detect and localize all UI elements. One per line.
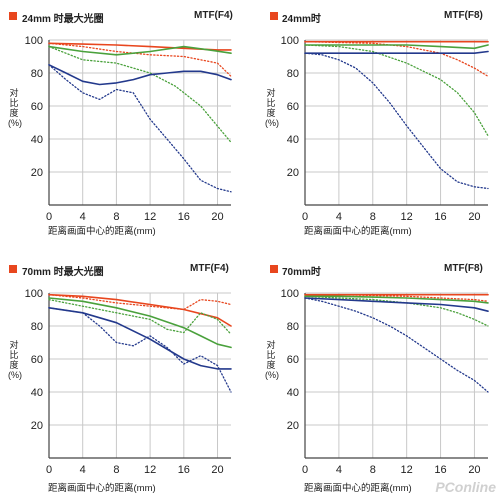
x-tick-label: 20 — [468, 211, 480, 223]
series-line-blue-dotted — [48, 307, 232, 393]
x-tick-label: 12 — [144, 464, 156, 476]
x-tick-label: 8 — [370, 211, 376, 223]
series-line-blue-solid — [304, 50, 489, 55]
mtf-panel-24mm-f4: 24mm 时最大光圈 MTF(F4) 对比度 (%) 距离画面中心的距离(mm) … — [0, 0, 250, 249]
series-line-red-solid — [48, 42, 232, 51]
y-tick-label: 40 — [287, 387, 299, 399]
series-line-blue-dotted — [48, 64, 232, 193]
x-tick-label: 8 — [370, 464, 376, 476]
x-tick-label: 0 — [46, 464, 52, 476]
chart-title: 24mm时 — [282, 14, 321, 25]
y-tick-label: 100 — [25, 35, 43, 47]
series-line-green-dotted — [304, 295, 489, 327]
mtf-aperture-label: MTF(F8) — [444, 263, 483, 274]
series-line-red-solid — [48, 293, 232, 327]
x-tick-label: 16 — [178, 211, 190, 223]
title-marker-square — [9, 12, 17, 20]
y-tick-label: 20 — [287, 167, 299, 179]
x-axis-label: 距离画面中心的距离(mm) — [304, 226, 412, 237]
mtf-aperture-label: MTF(F4) — [194, 10, 233, 21]
y-tick-label: 60 — [31, 354, 43, 366]
x-tick-label: 4 — [336, 211, 342, 223]
y-tick-label: 60 — [287, 101, 299, 113]
x-tick-label: 16 — [434, 464, 446, 476]
x-tick-label: 0 — [302, 464, 308, 476]
x-tick-label: 0 — [46, 211, 52, 223]
y-axis-label: 对比度 (%) — [265, 88, 279, 128]
x-tick-label: 12 — [401, 211, 413, 223]
x-tick-label: 4 — [80, 211, 86, 223]
x-tick-label: 20 — [468, 464, 480, 476]
x-tick-label: 4 — [80, 464, 86, 476]
x-tick-label: 12 — [144, 211, 156, 223]
mtf-plot: 20 40 60 80 100 0 4 8 12 16 20 — [281, 288, 489, 476]
x-axis-label: 距离画面中心的距离(mm) — [48, 226, 156, 237]
x-tick-label: 8 — [113, 464, 119, 476]
chart-title: 24mm 时最大光圈 — [22, 14, 104, 25]
x-tick-label: 0 — [302, 211, 308, 223]
y-tick-label: 40 — [31, 387, 43, 399]
x-tick-label: 20 — [211, 211, 223, 223]
y-axis-label: 对比度 (%) — [265, 340, 279, 380]
y-tick-label: 80 — [287, 321, 299, 333]
y-tick-label: 80 — [287, 68, 299, 80]
series-line-red-dotted — [304, 41, 489, 77]
x-tick-label: 12 — [401, 464, 413, 476]
mtf-aperture-label: MTF(F8) — [444, 10, 483, 21]
series-line-green-solid — [304, 44, 489, 50]
y-tick-label: 60 — [287, 354, 299, 366]
y-tick-label: 100 — [281, 288, 299, 300]
series-line-red-dotted — [304, 294, 489, 302]
series-line-blue-solid — [48, 306, 232, 370]
mtf-panel-70mm-f8: 70mm时 MTF(F8) 对比度 (%) 距离画面中心的距离(mm) 20 40 6… — [250, 250, 500, 499]
x-tick-label: 8 — [113, 211, 119, 223]
mtf-plot: 20 40 60 80 100 0 4 8 12 16 20 — [281, 35, 489, 223]
x-axis-label: 距离画面中心的距离(mm) — [304, 483, 412, 494]
x-tick-label: 16 — [434, 211, 446, 223]
y-tick-label: 80 — [31, 68, 43, 80]
mtf-aperture-label: MTF(F4) — [190, 263, 229, 274]
chart-title: 70mm时 — [282, 267, 321, 278]
series-line-red-dotted — [48, 42, 232, 77]
series-line-blue-dotted — [304, 297, 489, 393]
mtf-panel-24mm-f8: 24mm时 MTF(F8) 对比度 (%) 距离画面中心的距离(mm) 20 40 6… — [250, 0, 500, 249]
x-tick-label: 4 — [336, 464, 342, 476]
series-line-green-dotted — [304, 44, 489, 137]
series-line-red-dotted — [48, 294, 232, 311]
series-line-green-solid — [48, 45, 232, 56]
y-tick-label: 100 — [25, 288, 43, 300]
y-axis-label: 对比度 (%) — [8, 340, 22, 380]
chart-title: 70mm 时最大光圈 — [22, 267, 104, 278]
mtf-panel-70mm-f4: 70mm 时最大光圈 MTF(F4) 对比度 (%) 距离画面中心的距离(mm) … — [0, 250, 250, 499]
y-tick-label: 40 — [31, 134, 43, 146]
x-axis-label: 距离画面中心的距离(mm) — [48, 483, 156, 494]
series-line-green-dotted — [48, 298, 232, 335]
mtf-plot: 20 40 60 80 100 0 4 8 12 16 20 — [25, 35, 232, 223]
y-tick-label: 60 — [31, 101, 43, 113]
y-tick-label: 20 — [31, 420, 43, 432]
title-marker-square — [270, 12, 278, 20]
series-line-green-dotted — [48, 45, 232, 143]
series-line-blue-solid — [304, 297, 489, 313]
x-tick-label: 20 — [211, 464, 223, 476]
series-line-blue-solid — [48, 64, 232, 86]
series-line-green-solid — [48, 297, 232, 349]
series-line-blue-dotted — [304, 52, 489, 190]
y-tick-label: 20 — [287, 420, 299, 432]
mtf-plot: 20 40 60 80 100 0 4 8 12 16 20 — [25, 288, 232, 476]
y-axis-label: 对比度 (%) — [8, 88, 22, 128]
series-line-green-solid — [304, 295, 489, 304]
title-marker-square — [270, 265, 278, 273]
y-tick-label: 20 — [31, 167, 43, 179]
watermark: PConline — [435, 479, 496, 495]
title-marker-square — [9, 265, 17, 273]
y-tick-label: 80 — [31, 321, 43, 333]
x-tick-label: 16 — [178, 464, 190, 476]
y-tick-label: 40 — [287, 134, 299, 146]
y-tick-label: 100 — [281, 35, 299, 47]
